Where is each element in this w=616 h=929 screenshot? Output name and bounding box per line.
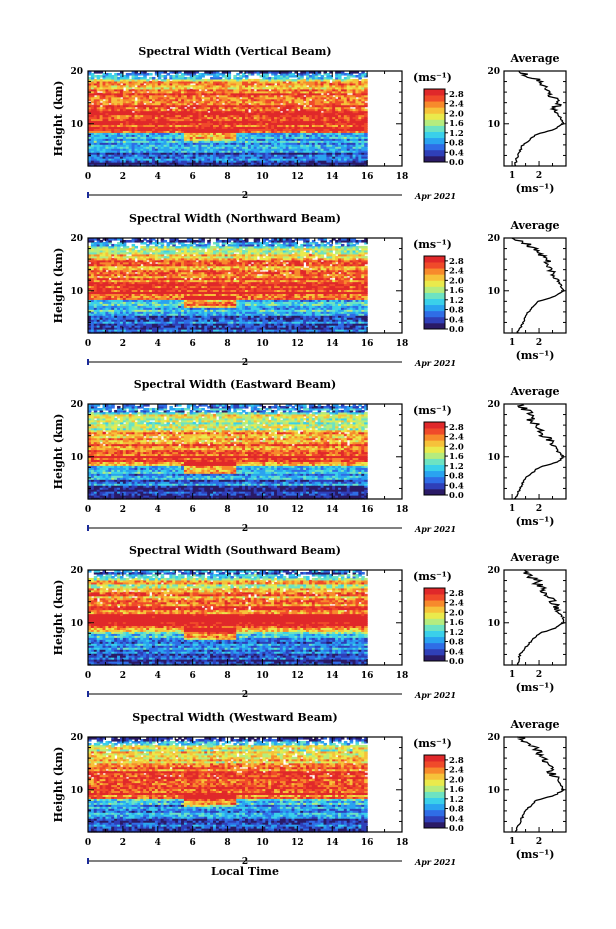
colorbar-tick-label: 0.4 xyxy=(449,148,464,158)
average-profile: Average 10 20 1 2(ms⁻¹) xyxy=(487,52,566,195)
y-tick-label: 20 xyxy=(70,67,83,77)
colorbar-tick-label: 2.4 xyxy=(449,100,464,110)
x-tick-label: 12 xyxy=(291,172,304,182)
panel-2: Spectral Width (Northward Beam)0 2 4 6 8 10 12… xyxy=(52,212,566,368)
panel-title: Spectral Width (Northward Beam) xyxy=(129,212,341,225)
figure: Spectral Width (Vertical Beam)0 2 4 6 8 10 12 1… xyxy=(0,0,616,929)
colorbar-swatch xyxy=(424,119,445,125)
x-tick-label: 6 xyxy=(190,172,196,182)
colorbar: (ms⁻¹) 0.00.40.81.21.62.02.42.8 xyxy=(413,71,464,168)
colorbar-swatch xyxy=(424,156,445,162)
colorbar-tick-label: 0.8 xyxy=(449,139,464,149)
colorbar-swatch xyxy=(424,113,445,119)
heatmap-cell xyxy=(149,73,153,76)
average-profile-line xyxy=(515,71,564,166)
x-tick-label: 10 xyxy=(256,172,269,182)
heatmap-cells xyxy=(88,238,368,334)
date-label: Apr 2021 xyxy=(414,191,456,201)
colorbar-swatch xyxy=(424,138,445,144)
colorbar-swatch xyxy=(424,132,445,138)
x-tick-label: 8 xyxy=(224,172,230,182)
x-tick-label: 16 xyxy=(361,172,374,182)
colorbar-swatch xyxy=(424,144,445,150)
colorbar-tick-label: 0.0 xyxy=(449,158,464,168)
x-tick-label: 2 xyxy=(120,172,126,182)
y-tick-label: 10 xyxy=(70,120,83,130)
colorbar-swatch xyxy=(424,95,445,101)
x-tick-label: 0 xyxy=(85,172,91,182)
x-tick-label: 18 xyxy=(396,172,409,182)
colorbar-unit: (ms⁻¹) xyxy=(413,71,452,84)
colorbar-swatch xyxy=(424,89,445,95)
date-axis: 2 Apr 2021 xyxy=(88,191,456,201)
heatmap-cell xyxy=(364,103,368,106)
average-x-tick-label: 1 xyxy=(509,171,515,181)
x-tick-label: 14 xyxy=(326,172,339,182)
x-tick-label: 4 xyxy=(155,172,161,182)
colorbar-tick-label: 1.6 xyxy=(449,119,464,129)
average-title: Average xyxy=(509,52,559,65)
date-marker: 2 xyxy=(242,191,248,201)
average-unit: (ms⁻¹) xyxy=(516,182,555,195)
y-axis-label: Height (km) xyxy=(52,81,65,157)
average-x-tick-label: 2 xyxy=(536,171,542,181)
average-y-tick-label: 20 xyxy=(487,67,500,77)
heatmap-cell xyxy=(364,109,368,112)
colorbar-swatch xyxy=(424,126,445,132)
heatmap-cells xyxy=(88,71,368,167)
average-y-tick-label: 10 xyxy=(487,120,500,130)
colorbar-tick-label: 2.0 xyxy=(449,109,464,119)
average-frame xyxy=(504,71,566,166)
heatmap-cell xyxy=(364,79,368,82)
panel-title: Spectral Width (Vertical Beam) xyxy=(138,45,331,58)
colorbar-swatch xyxy=(424,107,445,113)
colorbar-tick-label: 2.8 xyxy=(449,90,464,100)
panel-1: Spectral Width (Vertical Beam)0 2 4 6 8 10 12 1… xyxy=(52,45,566,201)
colorbar-tick-label: 1.2 xyxy=(449,129,464,139)
colorbar-swatch xyxy=(424,150,445,156)
colorbar-swatch xyxy=(424,101,445,107)
